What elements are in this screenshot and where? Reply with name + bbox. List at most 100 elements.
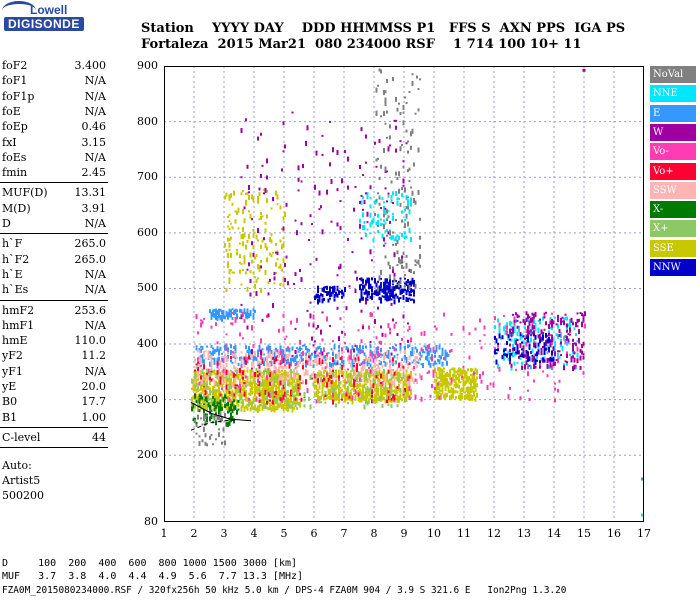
data-point xyxy=(210,371,213,376)
data-point xyxy=(524,319,526,322)
data-point xyxy=(380,297,382,303)
data-point xyxy=(342,384,345,388)
data-point xyxy=(405,205,408,209)
data-point xyxy=(429,362,432,368)
data-point xyxy=(210,358,213,364)
data-point xyxy=(414,264,417,267)
data-point xyxy=(378,290,381,295)
data-point xyxy=(239,317,241,320)
data-point xyxy=(437,358,439,362)
data-point xyxy=(224,373,226,377)
data-point xyxy=(252,271,255,275)
data-point xyxy=(441,390,444,395)
data-point xyxy=(221,393,223,397)
data-point xyxy=(512,326,514,332)
data-point xyxy=(578,337,580,343)
data-point xyxy=(335,369,337,375)
param-separator xyxy=(0,447,108,449)
data-point xyxy=(324,401,327,404)
data-point xyxy=(536,359,538,362)
data-point xyxy=(218,351,220,356)
data-point xyxy=(464,394,466,399)
data-point xyxy=(392,266,394,270)
data-point xyxy=(369,355,372,360)
data-point xyxy=(402,120,405,126)
data-point xyxy=(237,362,240,366)
data-point xyxy=(383,286,385,292)
data-point xyxy=(260,215,262,220)
data-point xyxy=(219,308,222,312)
data-point xyxy=(296,354,298,359)
data-point xyxy=(257,228,259,234)
data-point xyxy=(212,347,214,350)
data-point xyxy=(437,391,439,396)
data-point xyxy=(348,285,351,288)
data-point xyxy=(399,381,402,384)
data-point xyxy=(291,377,294,383)
data-point xyxy=(537,349,540,352)
auto-scaling-line: Auto: xyxy=(2,459,32,473)
data-point xyxy=(218,313,220,319)
data-point xyxy=(378,202,381,206)
data-point xyxy=(212,404,214,407)
data-point xyxy=(243,382,246,385)
data-point xyxy=(414,378,417,382)
data-point xyxy=(555,323,558,326)
data-point xyxy=(245,384,247,388)
data-point xyxy=(387,210,390,213)
data-point xyxy=(332,286,334,292)
data-point xyxy=(578,318,580,322)
data-point xyxy=(191,398,193,403)
data-point xyxy=(438,344,441,350)
data-point xyxy=(197,366,199,371)
data-point xyxy=(267,399,270,403)
data-point xyxy=(293,358,295,363)
data-point xyxy=(222,310,225,316)
data-point xyxy=(195,347,198,351)
data-point xyxy=(347,402,349,405)
data-point xyxy=(398,371,400,375)
data-point xyxy=(300,180,303,183)
data-point xyxy=(399,289,402,294)
data-point xyxy=(285,390,288,395)
data-point xyxy=(390,292,393,297)
data-point xyxy=(248,184,250,190)
auto-scaling-line: Artist5 xyxy=(2,474,41,488)
data-point xyxy=(510,321,513,325)
data-point xyxy=(369,249,372,255)
param-fof1p: foF1p N/A xyxy=(0,89,106,104)
data-point xyxy=(375,291,378,297)
data-point xyxy=(369,349,372,352)
data-point xyxy=(539,360,541,364)
data-point xyxy=(473,380,475,384)
data-point xyxy=(380,353,382,356)
data-point xyxy=(197,369,199,374)
data-point xyxy=(260,370,262,376)
data-point xyxy=(375,358,378,362)
data-point xyxy=(518,330,520,333)
data-point xyxy=(407,297,409,302)
data-point xyxy=(203,394,205,397)
data-point xyxy=(410,374,412,379)
data-point xyxy=(254,371,256,377)
data-point xyxy=(521,348,523,351)
data-point xyxy=(395,348,397,352)
data-point xyxy=(225,347,228,351)
data-point xyxy=(378,288,381,292)
data-point xyxy=(212,385,214,390)
data-point xyxy=(273,359,276,365)
data-point xyxy=(272,351,274,356)
data-point xyxy=(284,391,286,397)
data-point xyxy=(407,206,409,210)
data-point xyxy=(432,369,435,375)
data-point xyxy=(234,396,237,402)
data-point xyxy=(455,395,457,399)
data-point xyxy=(543,346,546,351)
data-point xyxy=(210,365,213,371)
data-point xyxy=(548,324,550,330)
data-point xyxy=(230,344,232,349)
data-point xyxy=(236,369,238,374)
data-point xyxy=(498,328,501,334)
data-point xyxy=(582,370,585,375)
data-point xyxy=(215,311,217,314)
